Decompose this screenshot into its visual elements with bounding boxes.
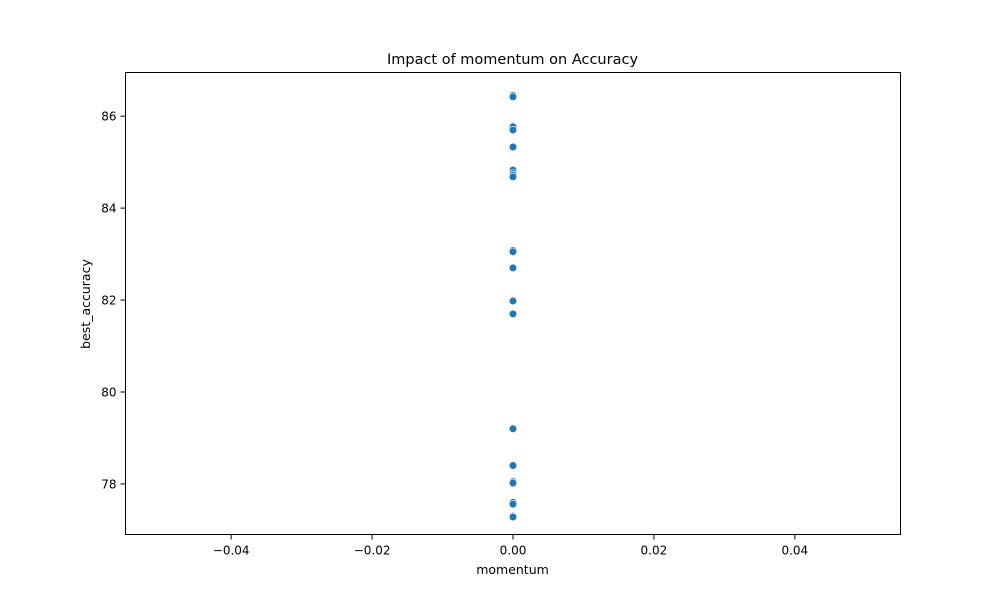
- scatter-point: [508, 92, 518, 101]
- y-tick-label: 86: [101, 110, 116, 124]
- chart-title: Impact of momentum on Accuracy: [387, 52, 638, 68]
- scatter-point: [508, 263, 518, 272]
- plot-area-frame: [125, 72, 901, 535]
- scatter-point: [508, 142, 518, 152]
- scatter-point: [508, 461, 518, 470]
- y-tick-label: 84: [101, 202, 116, 216]
- x-tick-label: 0.04: [781, 544, 808, 558]
- x-tick-label: −0.02: [354, 544, 391, 558]
- x-tick-label: −0.04: [213, 544, 250, 558]
- y-axis-ticks: 78 80 82 84 86: [101, 110, 126, 491]
- y-tick-label: 78: [101, 477, 116, 491]
- y-tick-label: 80: [101, 385, 116, 399]
- scatter-point: [508, 172, 518, 181]
- scatter-point: [508, 247, 518, 256]
- x-tick-label: 0.02: [641, 544, 668, 558]
- y-axis-label: best_accuracy: [78, 259, 93, 349]
- data-points: [508, 91, 518, 522]
- x-axis-ticks: −0.04 −0.02 0.00 0.02 0.04: [213, 534, 808, 558]
- scatter-point: [508, 424, 518, 433]
- y-tick-label: 82: [101, 294, 116, 308]
- scatter-point: [508, 500, 518, 509]
- x-tick-label: 0.00: [500, 544, 527, 558]
- scatter-point: [508, 478, 518, 488]
- scatter-point: [508, 512, 518, 522]
- scatter-point: [508, 309, 518, 318]
- scatter-point: [508, 296, 518, 306]
- scatter-point: [508, 125, 518, 135]
- x-axis-label: momentum: [476, 562, 549, 577]
